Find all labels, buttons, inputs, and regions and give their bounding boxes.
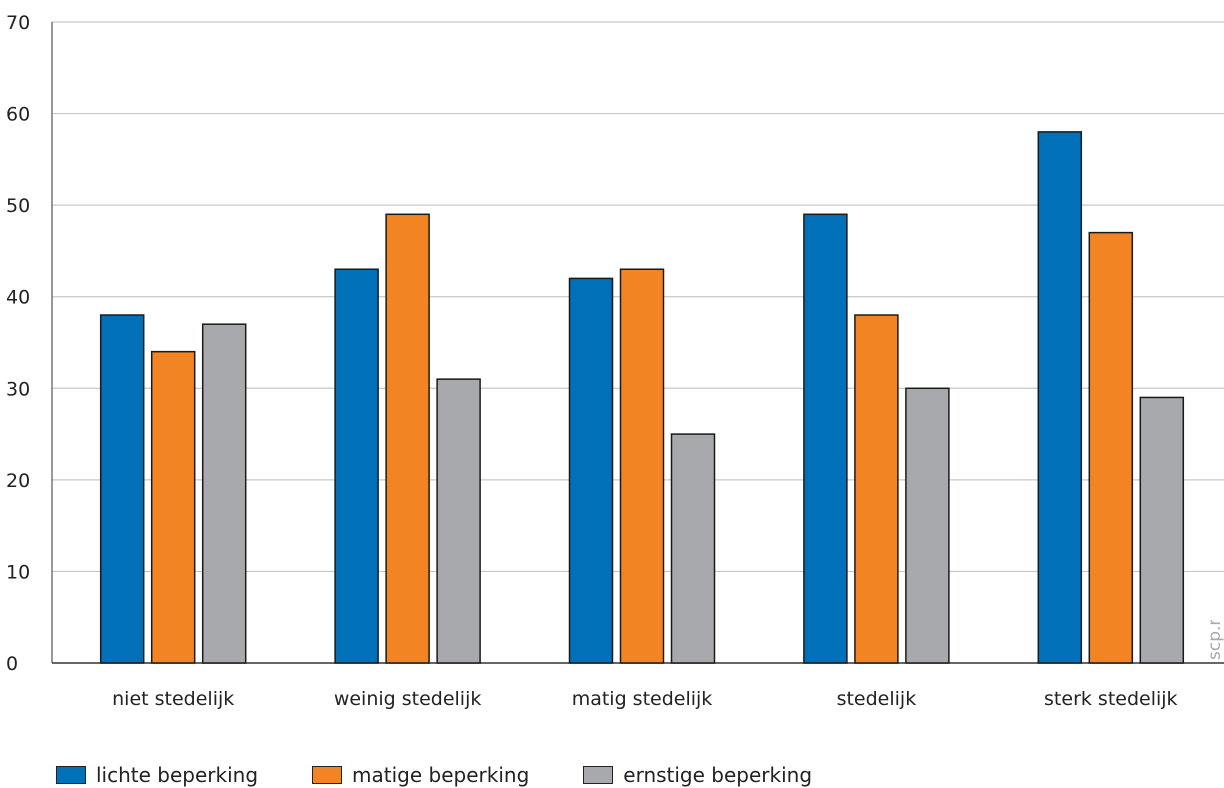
y-tick-label: 10 xyxy=(6,561,30,583)
bar-matige-beperking-weinig-stedelijk xyxy=(385,213,430,664)
x-category-label: stedelijk xyxy=(837,688,917,710)
legend-swatch xyxy=(583,766,614,784)
bar-matige-beperking-sterk-stedelijk xyxy=(1088,231,1134,664)
bar-lichte-beperking-sterk-stedelijk xyxy=(1037,131,1083,664)
bar-lichte-beperking-stedelijk xyxy=(803,213,848,664)
legend-item-matige-beperking: matige beperking xyxy=(312,763,529,787)
y-tick-label: 60 xyxy=(6,104,30,126)
x-category-label: niet stedelijk xyxy=(112,688,234,710)
y-tick-label: 0 xyxy=(6,653,18,675)
bars xyxy=(99,131,1185,664)
bar-chart: 0 10 20 30 40 50 60 70 niet stedelijk weinig sted… xyxy=(6,12,1224,710)
legend-label: lichte beperking xyxy=(96,763,259,787)
bar-lichte-beperking-niet-stedelijk xyxy=(99,314,145,664)
legend-item-lichte-beperking: lichte beperking xyxy=(56,763,258,787)
x-category-label: weinig stedelijk xyxy=(334,688,482,710)
legend: lichte beperking matige beperking ernsti… xyxy=(56,762,866,788)
bar-matige-beperking-matig-stedelijk xyxy=(619,268,665,664)
bar-ernstige-beperking-weinig-stedelijk xyxy=(436,378,481,664)
watermark: scp.nl xyxy=(1205,620,1224,660)
bar-matige-beperking-stedelijk xyxy=(854,314,899,664)
y-tick-label: 20 xyxy=(6,470,30,492)
bar-ernstige-beperking-niet-stedelijk xyxy=(201,323,247,664)
legend-item-ernstige-beperking: ernstige beperking xyxy=(583,763,812,787)
bar-matige-beperking-niet-stedelijk xyxy=(150,350,196,664)
bar-lichte-beperking-matig-stedelijk xyxy=(568,277,614,664)
legend-swatch xyxy=(312,766,343,784)
x-category-label: matig stedelijk xyxy=(572,688,713,710)
y-tick-label: 40 xyxy=(6,287,30,309)
y-tick-label: 70 xyxy=(6,12,30,34)
legend-swatch xyxy=(56,766,86,784)
bar-lichte-beperking-weinig-stedelijk xyxy=(334,268,379,664)
y-tick-label: 30 xyxy=(6,378,30,400)
watermark-text: scp.nl xyxy=(1205,620,1224,660)
y-tick-label: 50 xyxy=(6,195,30,217)
legend-label: ernstige beperking xyxy=(623,763,813,787)
bar-ernstige-beperking-matig-stedelijk xyxy=(670,433,716,664)
labels: 0 10 20 30 40 50 60 70 niet stedelijk weinig sted… xyxy=(6,12,1178,710)
legend-label: matige beperking xyxy=(352,763,530,787)
bar-ernstige-beperking-stedelijk xyxy=(905,387,950,664)
x-category-label: sterk stedelijk xyxy=(1044,688,1178,710)
bar-ernstige-beperking-sterk-stedelijk xyxy=(1139,396,1185,664)
